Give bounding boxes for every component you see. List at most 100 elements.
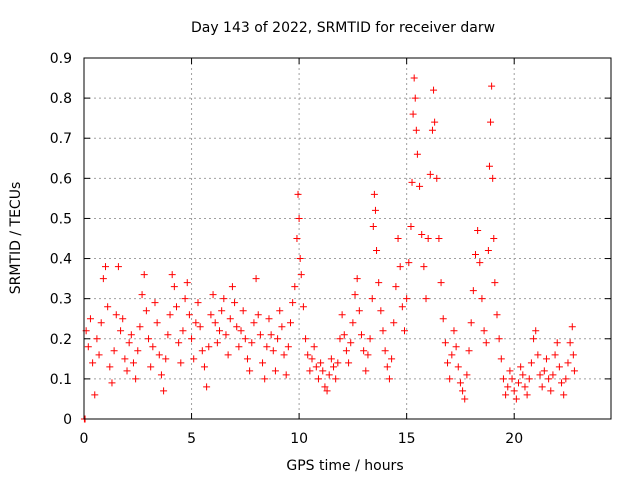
data-point bbox=[373, 247, 381, 255]
y-tick-label: 0.2 bbox=[50, 332, 72, 348]
data-point bbox=[504, 383, 512, 391]
data-point bbox=[235, 343, 243, 351]
data-point bbox=[233, 323, 241, 331]
data-point bbox=[104, 303, 112, 311]
data-point bbox=[570, 367, 578, 375]
data-point bbox=[510, 387, 518, 395]
data-point bbox=[411, 94, 419, 102]
data-point bbox=[377, 307, 385, 315]
data-point bbox=[138, 291, 146, 299]
data-point bbox=[349, 319, 357, 327]
data-point bbox=[168, 271, 176, 279]
data-point bbox=[562, 375, 570, 383]
x-tick-label: 10 bbox=[290, 431, 308, 447]
data-point bbox=[200, 363, 208, 371]
data-point bbox=[166, 311, 174, 319]
data-point bbox=[263, 343, 271, 351]
data-point bbox=[302, 335, 310, 343]
data-point bbox=[136, 323, 144, 331]
data-point bbox=[340, 331, 348, 339]
data-point bbox=[211, 319, 219, 327]
data-point bbox=[317, 359, 325, 367]
data-point bbox=[203, 383, 211, 391]
data-point bbox=[439, 315, 447, 323]
data-point bbox=[351, 291, 359, 299]
data-point bbox=[461, 395, 469, 403]
data-point bbox=[493, 311, 501, 319]
data-point bbox=[185, 311, 193, 319]
data-point bbox=[495, 335, 503, 343]
data-point bbox=[306, 367, 314, 375]
data-point bbox=[568, 323, 576, 331]
data-point bbox=[183, 279, 191, 287]
data-point bbox=[194, 299, 202, 307]
data-point bbox=[312, 363, 320, 371]
data-point bbox=[342, 347, 350, 355]
data-point bbox=[284, 343, 292, 351]
y-tick-label: 0.8 bbox=[50, 91, 72, 107]
data-point bbox=[527, 359, 535, 367]
data-point bbox=[401, 327, 409, 335]
data-point bbox=[181, 295, 189, 303]
data-point bbox=[259, 359, 267, 367]
data-point bbox=[147, 363, 155, 371]
chart-title: Day 143 of 2022, SRMTID for receiver dar… bbox=[191, 20, 495, 36]
data-point bbox=[489, 174, 497, 182]
data-point bbox=[334, 359, 342, 367]
data-point bbox=[119, 315, 127, 323]
data-point bbox=[299, 303, 307, 311]
data-point bbox=[157, 371, 165, 379]
data-point bbox=[239, 307, 247, 315]
data-point bbox=[553, 339, 561, 347]
data-point bbox=[450, 327, 458, 335]
data-point bbox=[370, 190, 378, 198]
data-point bbox=[405, 259, 413, 267]
data-point bbox=[226, 315, 234, 323]
data-point bbox=[95, 351, 103, 359]
data-point bbox=[297, 271, 305, 279]
data-point bbox=[319, 367, 327, 375]
data-point bbox=[388, 355, 396, 363]
data-point bbox=[555, 363, 563, 371]
y-tick-labels: 0 0.1 0.2 0.3 0.4 0.5 0.6 0.7 0.8 0.9 bbox=[50, 51, 72, 428]
data-point bbox=[220, 295, 228, 303]
data-point bbox=[286, 319, 294, 327]
data-point bbox=[112, 311, 120, 319]
data-point bbox=[179, 327, 187, 335]
data-point bbox=[175, 339, 183, 347]
x-tick-label: 5 bbox=[187, 431, 196, 447]
data-point bbox=[325, 371, 333, 379]
data-point bbox=[265, 315, 273, 323]
data-point bbox=[357, 331, 365, 339]
data-point bbox=[162, 355, 170, 363]
data-point bbox=[467, 319, 475, 327]
data-point bbox=[250, 319, 258, 327]
data-point bbox=[117, 327, 125, 335]
data-point bbox=[497, 355, 505, 363]
data-point bbox=[336, 335, 344, 343]
data-point bbox=[102, 263, 110, 271]
data-point bbox=[412, 126, 420, 134]
data-point bbox=[456, 379, 464, 387]
data-point bbox=[321, 383, 329, 391]
data-point bbox=[125, 339, 133, 347]
data-point bbox=[469, 287, 477, 295]
x-tick-label: 15 bbox=[398, 431, 416, 447]
data-point bbox=[123, 367, 131, 375]
data-point bbox=[407, 222, 415, 230]
data-point bbox=[441, 339, 449, 347]
data-point bbox=[525, 375, 533, 383]
data-point bbox=[375, 279, 383, 287]
data-point bbox=[127, 331, 135, 339]
data-point bbox=[431, 118, 439, 126]
data-point bbox=[426, 170, 434, 178]
data-point bbox=[422, 295, 430, 303]
data-point bbox=[433, 174, 441, 182]
data-point bbox=[110, 347, 118, 355]
data-point bbox=[413, 150, 421, 158]
data-point bbox=[145, 335, 153, 343]
data-point bbox=[338, 311, 346, 319]
data-point bbox=[452, 343, 460, 351]
data-point bbox=[362, 367, 370, 375]
